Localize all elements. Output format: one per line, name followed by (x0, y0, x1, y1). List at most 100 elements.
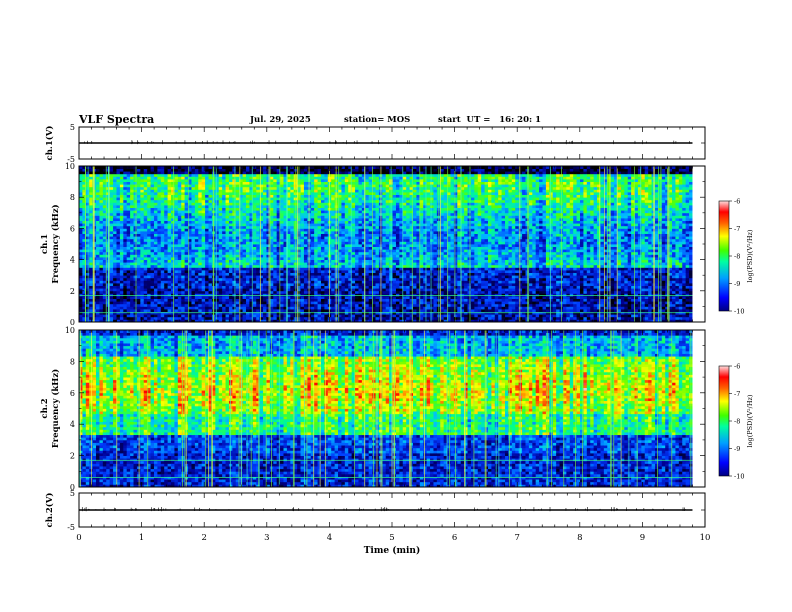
ch1-spec-cell (236, 257, 240, 260)
ch1-spec-cell (324, 247, 328, 250)
ch1-spec-cell (318, 228, 322, 231)
ch1-spec-cell (134, 226, 138, 229)
ch1-spec-cell (280, 189, 284, 192)
ch1-spec-cell (123, 257, 127, 260)
ch1-spec-cell (246, 306, 250, 309)
ch1-spec-cell (171, 205, 175, 208)
ch1-spec-cell (178, 208, 182, 211)
ch1-spec-cell (266, 200, 270, 203)
ch1-spec-cell (154, 260, 158, 263)
ch1-spec-cell (181, 283, 185, 286)
ch1-spec-cell (140, 228, 144, 231)
ch1-spec-cell (341, 301, 345, 304)
ch1-spec-cell (331, 280, 335, 283)
ch1-spec-cell (256, 197, 260, 200)
ch1-spec-cell (127, 171, 131, 174)
ch1-spec-cell (314, 304, 318, 307)
ch1-spec-cell (147, 309, 151, 312)
ch1-spec-cell (243, 278, 247, 281)
ch1-spec-cell (181, 293, 185, 296)
ch1-spec-cell (341, 169, 345, 172)
ch1-spec-cell (205, 265, 209, 268)
ch1-spec-cell (79, 254, 83, 257)
ch1-spec-cell (198, 244, 202, 247)
ch1-spec-cell (273, 273, 277, 276)
ch1-spec-cell (99, 306, 103, 309)
ch1-spec-cell (345, 249, 349, 252)
ch1-spec-cell (229, 210, 233, 213)
ch1-spec-cell (229, 169, 233, 172)
ch1-spec-cell (345, 306, 349, 309)
ch1-spec-cell (263, 200, 267, 203)
ch1-spec-cell (113, 202, 117, 205)
ch1-spec-cell (341, 275, 345, 278)
ch1-spec-cell (345, 293, 349, 296)
ch1-spec-cell (89, 273, 93, 276)
ch1-spec-cell (256, 244, 260, 247)
ch1-spec-cell (311, 267, 315, 270)
ch1-spec-cell (157, 182, 161, 185)
ch1-spec-cell (161, 176, 165, 179)
ch1-spec-cell (157, 169, 161, 172)
ch1-spec-cell (168, 299, 172, 302)
ch1-spec-cell (318, 226, 322, 229)
ch1-spec-cell (314, 267, 318, 270)
ch1-spec-cell (263, 195, 267, 198)
ch1-spec-cell (273, 239, 277, 242)
ch1-spec-cell (205, 213, 209, 216)
ch1-spec-cell (147, 215, 151, 218)
ch1-spec-cell (311, 283, 315, 286)
ch1-spec-cell (99, 205, 103, 208)
ch1-spec-cell (324, 312, 328, 315)
ch1-spec-cell (304, 275, 308, 278)
ch1-spec-cell (96, 249, 100, 252)
ch1-spec-cell (318, 192, 322, 195)
ch1-spec-cell (137, 200, 141, 203)
ch1-spec-cell (273, 247, 277, 250)
ch1-spec-cell (195, 221, 199, 224)
ch1-spec-cell (311, 288, 315, 291)
ch1-spec-cell (151, 262, 155, 265)
ch1-spec-cell (202, 221, 206, 224)
ch1-spec-cell (345, 262, 349, 265)
ch1-spec-cell (151, 184, 155, 187)
ch1-spec-cell (280, 215, 284, 218)
ch1-spec-cell (321, 210, 325, 213)
ch1-spec-cell (154, 270, 158, 273)
ch1-spec-cell (181, 189, 185, 192)
ch1-spec-cell (151, 286, 155, 289)
ch1-spec-cell (229, 187, 233, 190)
ch1-spec-cell (134, 169, 138, 172)
ch1-spec-cell (164, 249, 168, 252)
ch1-spec-cell (219, 247, 223, 250)
ch1-spec-cell (205, 221, 209, 224)
ch1-spec-cell (181, 205, 185, 208)
ch1-spec-cell (116, 244, 120, 247)
ch1-spec-cell (110, 283, 114, 286)
ch1-spec-cell (209, 221, 213, 224)
ch1-spec-cell (144, 283, 148, 286)
ch1-spec-cell (174, 254, 178, 257)
ch1-spec-cell (321, 304, 325, 307)
ch1-spec-cell (243, 187, 247, 190)
ch1-spec-cell (120, 202, 124, 205)
ch1-spec-cell (243, 299, 247, 302)
ch1-spec-cell (130, 187, 134, 190)
ch1-spec-cell (253, 265, 257, 268)
ch1-spec-cell (256, 195, 260, 198)
ch1-spec-cell (181, 299, 185, 302)
ch1-wave-y-label: ch.1(V) (44, 126, 55, 161)
ch1-spec-cell (222, 197, 226, 200)
ch1-spec-cell (324, 286, 328, 289)
ch1-spec-cell (123, 221, 127, 224)
ch1-spec-cell (198, 208, 202, 211)
ch1-spec-cell (120, 208, 124, 211)
ch1-spec-cell (185, 184, 189, 187)
ch1-spec-cell (120, 226, 124, 229)
ch1-spec-cell (164, 234, 168, 237)
ch1-spec-cell (96, 169, 100, 172)
ch1-spec-cell (120, 260, 124, 263)
ch1-spec-cell (246, 221, 250, 224)
ch1-spec-cell (161, 239, 165, 242)
ch1-spec-cell (123, 228, 127, 231)
